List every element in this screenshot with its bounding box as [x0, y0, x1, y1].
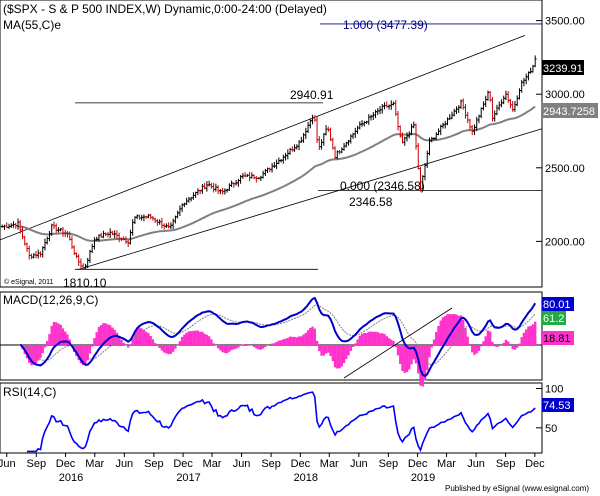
- price-y-tick-label: 2500.00: [545, 163, 585, 175]
- x-month-label: Sep: [379, 458, 399, 470]
- lower-channel-line: [77, 128, 543, 271]
- signal-value-tag: 61.2: [543, 313, 564, 325]
- x-month-label: Jun: [467, 458, 485, 470]
- x-month-label: Dec: [525, 458, 545, 470]
- x-month-label: Mar: [85, 458, 104, 470]
- rsi-plot-area: [27, 391, 536, 453]
- rsi-line: [27, 391, 536, 453]
- x-month-label: Sep: [144, 458, 164, 470]
- chart-title: ($SPX - S & P 500 INDEX,W) Dynamic,0:00-…: [3, 2, 327, 16]
- upper-channel-line: [0, 34, 526, 241]
- price-y-tick-label: 3000.00: [545, 89, 585, 101]
- x-month-label: Dec: [173, 458, 193, 470]
- x-month-label: Mar: [320, 458, 339, 470]
- x-year-label: 2017: [176, 472, 200, 484]
- x-month-label: Mar: [203, 458, 222, 470]
- rsi-value-tag: 74.53: [543, 400, 571, 412]
- fib-top-label: 1.000 (3477.39): [343, 18, 428, 32]
- macd-tag-bg: [542, 297, 574, 311]
- hist-value-tag: 18.81: [543, 333, 571, 345]
- hist-tag-bg: [542, 331, 574, 345]
- last-price-tag: 3239.91: [543, 63, 583, 75]
- x-month-label: Dec: [408, 458, 428, 470]
- rsi-tag-bg: [542, 398, 574, 412]
- publisher-footer: Published by eSignal (www.esignal.com): [445, 484, 589, 493]
- x-month-label: Jun: [350, 458, 368, 470]
- x-month-label: Sep: [496, 458, 516, 470]
- low-2016-label: 1810.10: [63, 276, 107, 290]
- signal-tag-bg: [542, 311, 566, 325]
- macd-title: MACD(12,26,9,C): [3, 293, 98, 307]
- x-year-label: 2019: [411, 472, 435, 484]
- ma-tag-bg: [542, 103, 598, 118]
- ohlc-bar: [533, 55, 537, 68]
- x-month-label: Jun: [115, 458, 133, 470]
- price-plot-area: [0, 23, 543, 271]
- x-year-label: 2018: [294, 472, 318, 484]
- rsi-y-tick-label: 50: [545, 423, 557, 435]
- fib-bottom-label: 0.000 (2346.58): [340, 179, 425, 193]
- copyright-label: © eSignal, 2011: [4, 278, 54, 286]
- x-month-label: Jun: [0, 458, 16, 470]
- last-price-tag-bg: [542, 60, 584, 75]
- ma-legend: MA(55,C)e: [3, 18, 61, 32]
- rsi-title: RSI(14,C): [3, 385, 56, 399]
- x-month-label: Dec: [291, 458, 311, 470]
- macd-signal-line: [20, 304, 536, 365]
- x-month-label: Mar: [437, 458, 456, 470]
- x-month-label: Dec: [56, 458, 76, 470]
- macd-plot-area: [0, 296, 542, 387]
- macd-value-tag: 80.01: [543, 299, 571, 311]
- macd-trendline: [343, 307, 453, 379]
- ma-value-tag: 2943.7258: [543, 106, 595, 118]
- low-2018-label: 2346.58: [349, 195, 393, 209]
- x-month-label: Jun: [233, 458, 251, 470]
- axis-layer: 2000.00 2500.00 3000.00 3500.00 50 100 Jun Sep D…: [0, 16, 585, 484]
- macd-line: [19, 296, 537, 378]
- price-y-tick-label: 3500.00: [545, 16, 585, 28]
- rsi-y-tick-label: 100: [545, 384, 563, 396]
- price-panel: [0, 0, 543, 288]
- price-y-tick-label: 2000.00: [545, 236, 585, 248]
- moving-average-line: [17, 105, 536, 242]
- high-2018-label: 2940.91: [290, 88, 334, 102]
- x-month-label: Sep: [261, 458, 281, 470]
- x-month-label: Sep: [27, 458, 47, 470]
- x-year-label: 2016: [59, 472, 83, 484]
- rsi-panel: [0, 382, 543, 454]
